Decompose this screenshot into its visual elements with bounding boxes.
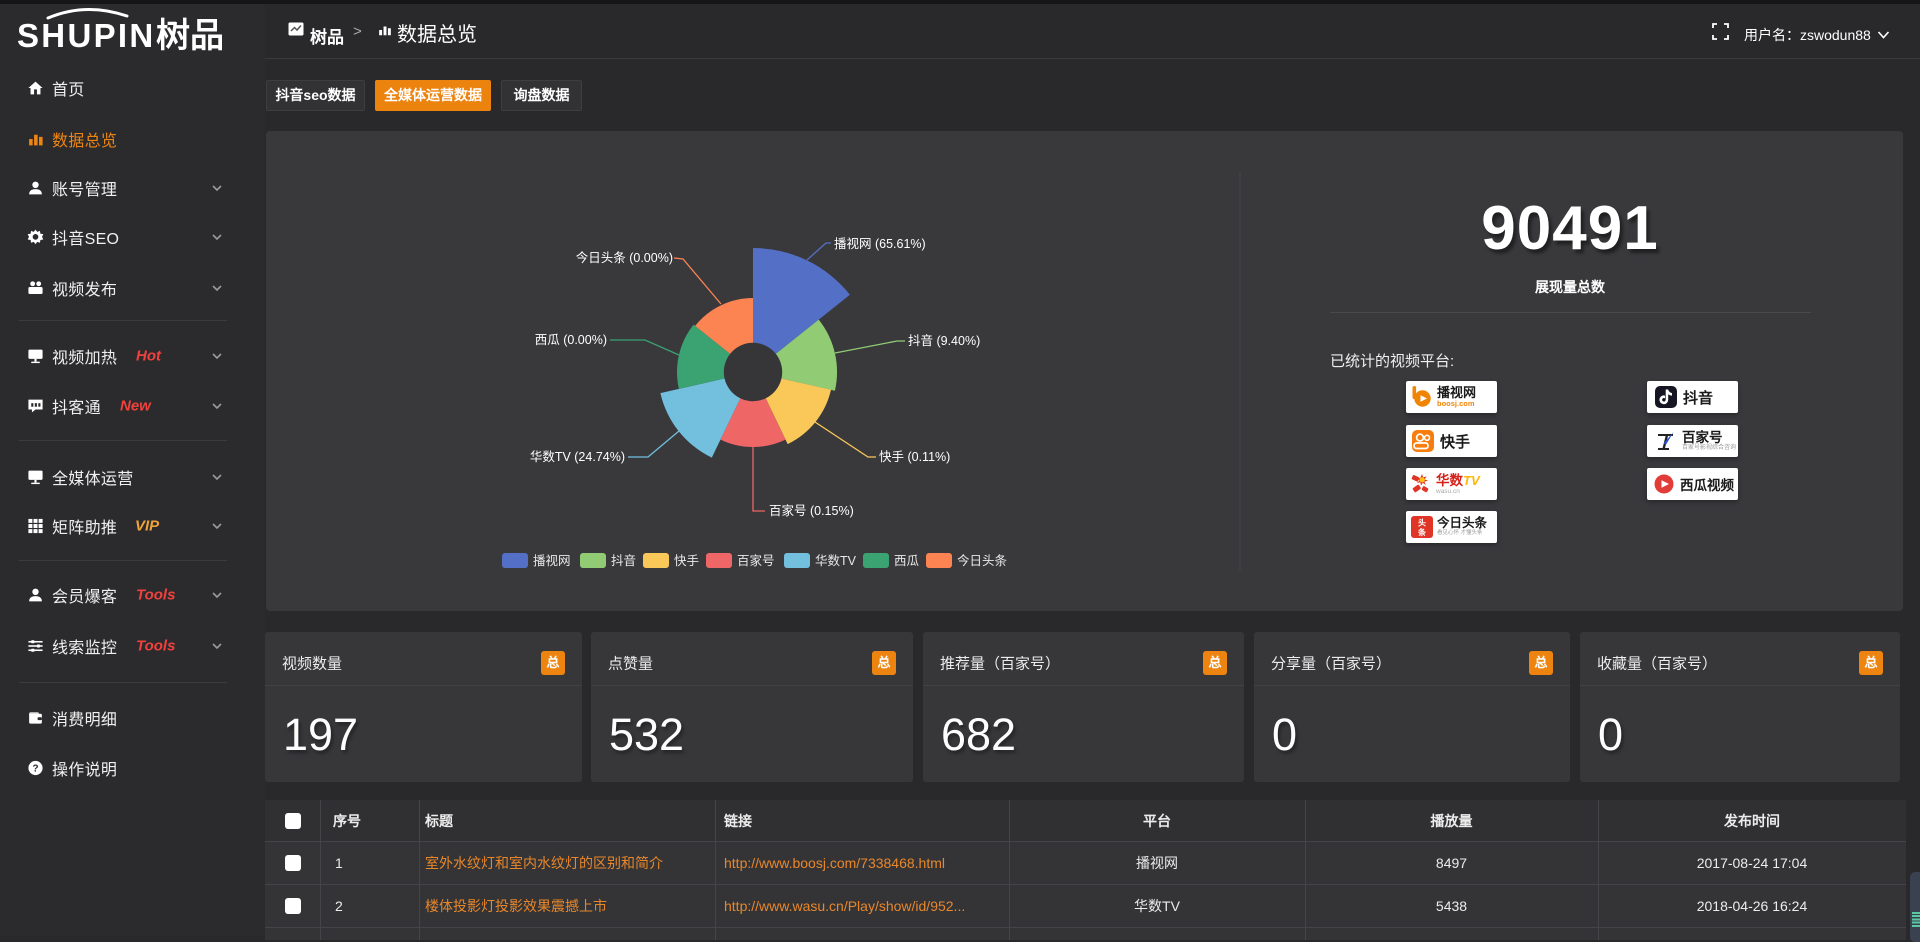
svg-text:播视网 (65.61%): 播视网 (65.61%) — [834, 236, 926, 251]
svg-text:华数TV (24.74%): 华数TV (24.74%) — [530, 449, 625, 464]
svg-text:快手: 快手 — [674, 554, 699, 568]
svg-text:今日头条 (0.00%): 今日头条 (0.00%) — [576, 250, 673, 265]
svg-text:百家号 (0.15%): 百家号 (0.15%) — [769, 503, 854, 518]
svg-text:播视网: 播视网 — [533, 553, 571, 568]
svg-text:华数TV: 华数TV — [815, 553, 857, 568]
svg-text:西瓜: 西瓜 — [894, 554, 920, 568]
svg-text:今日头条: 今日头条 — [957, 553, 1008, 568]
svg-text:树品: 树品 — [156, 17, 224, 55]
svg-text:抖音 (9.40%): 抖音 (9.40%) — [908, 333, 980, 348]
svg-text:SHUPIN: SHUPIN — [17, 17, 156, 54]
svg-text:头: 头 — [1418, 518, 1426, 528]
svg-text:快手 (0.11%): 快手 (0.11%) — [879, 450, 950, 464]
svg-text:?: ? — [32, 764, 38, 775]
svg-text:百家号: 百家号 — [737, 553, 775, 568]
svg-text:条: 条 — [1417, 527, 1427, 537]
svg-text:西瓜 (0.00%): 西瓜 (0.00%) — [535, 333, 607, 347]
svg-text:抖音: 抖音 — [611, 553, 636, 568]
